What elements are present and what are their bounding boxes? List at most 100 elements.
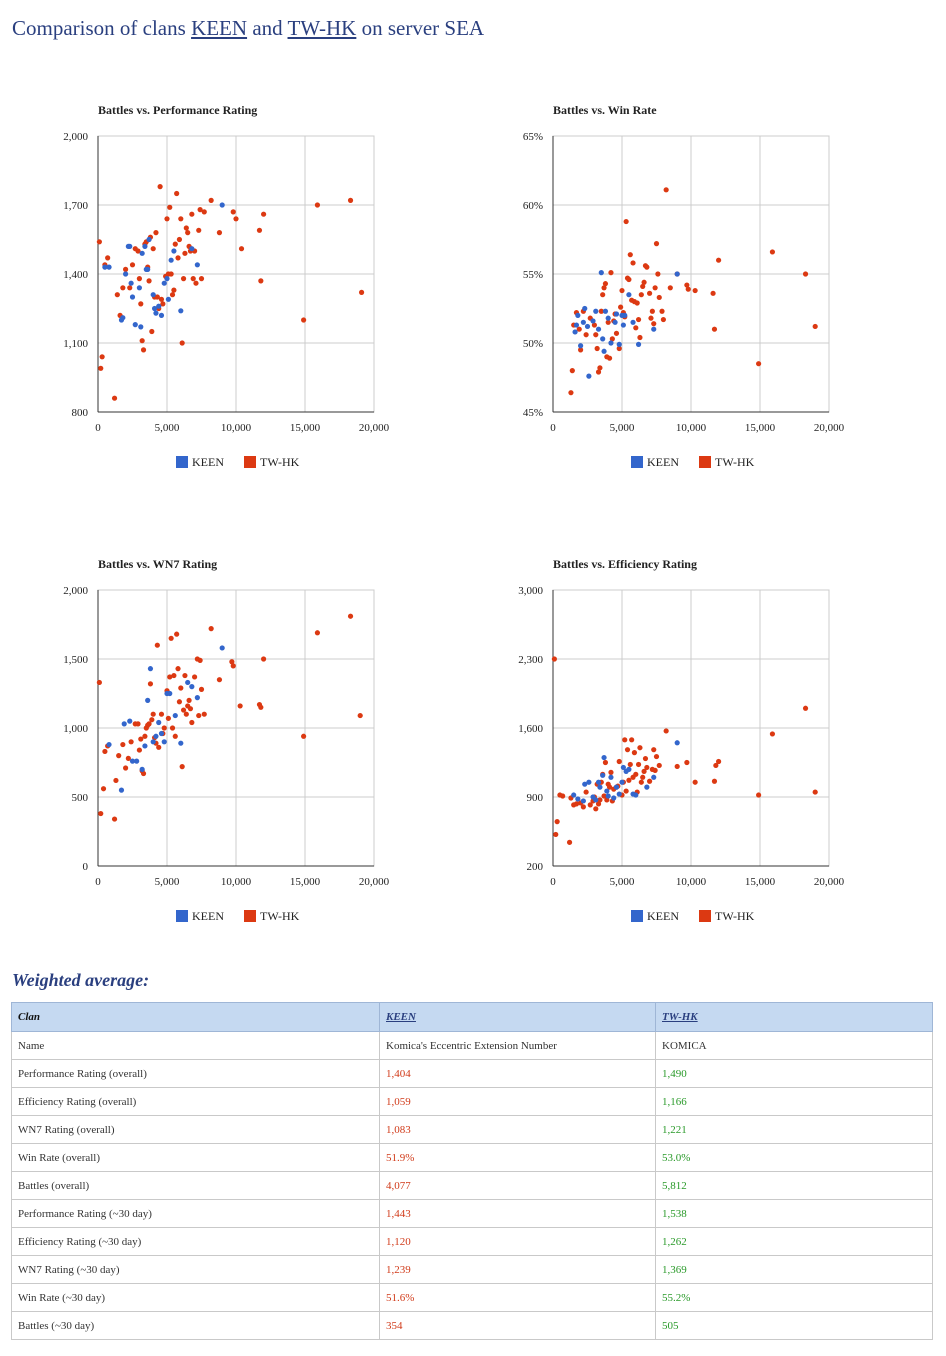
data-point-tw-hk[interactable] <box>587 802 593 808</box>
data-point-tw-hk[interactable] <box>164 216 170 222</box>
data-point-keen[interactable] <box>616 341 622 347</box>
data-point-tw-hk[interactable] <box>98 365 104 371</box>
data-point-tw-hk[interactable] <box>656 294 662 301</box>
legend-swatch-tw-hk[interactable] <box>699 910 711 922</box>
data-point-tw-hk[interactable] <box>99 354 105 360</box>
data-point-keen[interactable] <box>575 796 581 802</box>
data-point-tw-hk[interactable] <box>600 292 606 298</box>
data-point-keen[interactable] <box>164 276 170 282</box>
data-point-tw-hk[interactable] <box>812 789 818 795</box>
data-point-tw-hk[interactable] <box>138 736 144 742</box>
data-point-tw-hk[interactable] <box>197 207 203 213</box>
data-point-keen[interactable] <box>127 243 133 249</box>
data-point-tw-hk[interactable] <box>197 657 203 663</box>
data-point-tw-hk[interactable] <box>647 290 653 296</box>
data-point-tw-hk[interactable] <box>641 279 647 285</box>
data-point-keen[interactable] <box>604 788 610 794</box>
data-point-keen[interactable] <box>106 264 112 270</box>
data-point-tw-hk[interactable] <box>629 737 635 743</box>
data-point-tw-hk[interactable] <box>314 630 321 636</box>
data-point-tw-hk[interactable] <box>560 793 566 799</box>
data-point-tw-hk[interactable] <box>168 635 174 641</box>
data-point-keen[interactable] <box>102 264 108 270</box>
data-point-tw-hk[interactable] <box>192 674 198 680</box>
data-point-keen[interactable] <box>580 798 586 804</box>
data-point-tw-hk[interactable] <box>301 317 307 323</box>
header-twhk-link[interactable]: TW-HK <box>662 1011 698 1023</box>
data-point-tw-hk[interactable] <box>660 316 666 323</box>
data-point-tw-hk[interactable] <box>136 747 142 753</box>
data-point-tw-hk[interactable] <box>633 771 639 777</box>
data-point-tw-hk[interactable] <box>601 285 607 291</box>
data-point-tw-hk[interactable] <box>566 839 573 845</box>
data-point-tw-hk[interactable] <box>802 271 809 277</box>
data-point-keen[interactable] <box>219 202 225 208</box>
legend-label-tw-hk[interactable]: TW-HK <box>260 455 300 469</box>
legend-label-keen[interactable]: KEEN <box>192 455 224 469</box>
data-point-tw-hk[interactable] <box>190 276 196 282</box>
data-point-tw-hk[interactable] <box>624 747 631 753</box>
data-point-tw-hk[interactable] <box>96 679 102 686</box>
data-point-tw-hk[interactable] <box>640 774 646 780</box>
data-point-keen[interactable] <box>168 257 174 263</box>
legend-label-tw-hk[interactable]: TW-HK <box>260 909 300 923</box>
data-point-tw-hk[interactable] <box>189 719 195 726</box>
data-point-tw-hk[interactable] <box>812 323 818 330</box>
data-point-tw-hk[interactable] <box>651 321 657 327</box>
data-point-tw-hk[interactable] <box>154 642 160 648</box>
data-point-tw-hk[interactable] <box>618 304 624 310</box>
data-point-tw-hk[interactable] <box>229 659 235 665</box>
data-point-tw-hk[interactable] <box>597 365 603 371</box>
data-point-tw-hk[interactable] <box>601 793 607 799</box>
data-point-tw-hk[interactable] <box>663 187 669 193</box>
data-point-keen[interactable] <box>619 779 625 785</box>
data-point-tw-hk[interactable] <box>120 741 126 748</box>
data-point-tw-hk[interactable] <box>583 332 589 338</box>
data-point-tw-hk[interactable] <box>626 777 632 783</box>
data-point-keen[interactable] <box>593 797 599 803</box>
data-point-tw-hk[interactable] <box>183 225 189 231</box>
data-point-tw-hk[interactable] <box>656 762 662 769</box>
data-point-keen[interactable] <box>600 336 606 342</box>
data-point-tw-hk[interactable] <box>692 287 698 294</box>
data-point-tw-hk[interactable] <box>583 789 589 795</box>
data-point-keen[interactable] <box>635 341 642 347</box>
data-point-tw-hk[interactable] <box>591 322 597 328</box>
data-point-keen[interactable] <box>142 243 148 249</box>
data-point-tw-hk[interactable] <box>622 737 628 743</box>
data-point-tw-hk[interactable] <box>208 626 214 632</box>
legend-swatch-tw-hk[interactable] <box>699 456 711 468</box>
data-point-tw-hk[interactable] <box>641 768 647 774</box>
data-point-tw-hk[interactable] <box>655 271 661 277</box>
data-point-tw-hk[interactable] <box>631 750 638 756</box>
data-point-keen[interactable] <box>150 292 156 298</box>
data-point-tw-hk[interactable] <box>608 769 614 775</box>
data-point-keen[interactable] <box>608 340 614 346</box>
data-point-keen[interactable] <box>613 311 620 317</box>
data-point-tw-hk[interactable] <box>160 301 166 307</box>
data-point-keen[interactable] <box>620 764 626 771</box>
data-point-keen[interactable] <box>167 690 173 697</box>
data-point-keen[interactable] <box>573 322 580 328</box>
data-point-tw-hk[interactable] <box>358 289 365 295</box>
data-point-tw-hk[interactable] <box>185 230 191 236</box>
data-point-keen[interactable] <box>578 343 584 349</box>
data-point-keen[interactable] <box>582 781 588 787</box>
data-point-tw-hk[interactable] <box>136 276 142 282</box>
data-point-keen[interactable] <box>139 250 145 256</box>
data-point-tw-hk[interactable] <box>576 326 582 332</box>
data-point-keen[interactable] <box>194 262 200 268</box>
data-point-tw-hk[interactable] <box>573 801 580 807</box>
data-point-tw-hk[interactable] <box>605 319 611 325</box>
data-point-tw-hk[interactable] <box>357 712 363 719</box>
data-point-tw-hk[interactable] <box>616 758 622 765</box>
data-point-tw-hk[interactable] <box>150 711 156 717</box>
data-point-tw-hk[interactable] <box>554 819 560 825</box>
data-point-keen[interactable] <box>142 743 148 749</box>
data-point-keen[interactable] <box>120 315 126 321</box>
data-point-tw-hk[interactable] <box>653 753 660 760</box>
data-point-keen[interactable] <box>189 246 195 252</box>
data-point-keen[interactable] <box>597 784 603 790</box>
data-point-keen[interactable] <box>674 271 680 277</box>
data-point-tw-hk[interactable] <box>258 704 264 710</box>
